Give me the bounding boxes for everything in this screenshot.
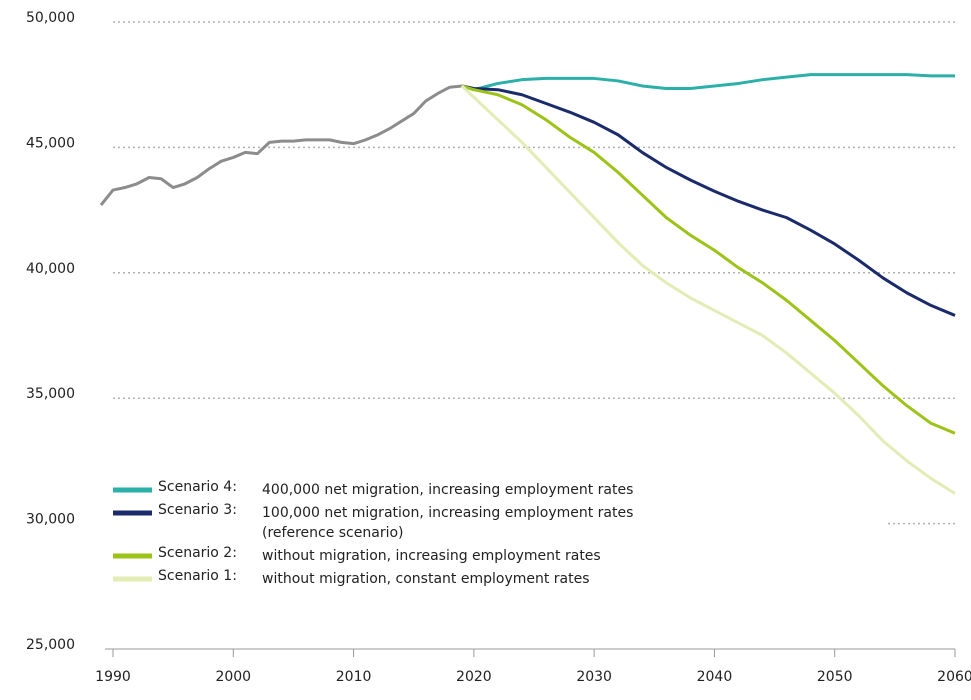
x-tick-label: 2030 <box>576 669 612 685</box>
x-tick-label: 1990 <box>95 669 131 685</box>
x-tick-label: 2020 <box>456 669 492 685</box>
legend-swatch <box>113 553 152 559</box>
series-line <box>461 73 955 92</box>
series-line <box>461 84 956 435</box>
y-tick-label: 40,000 <box>26 261 75 277</box>
x-tick-label: 2040 <box>697 669 733 685</box>
series-line <box>99 84 462 207</box>
legend-description: without migration, constant employment r… <box>262 571 590 587</box>
legend-swatch <box>113 510 152 516</box>
x-tick-label: 2060 <box>937 669 971 685</box>
legend-description: without migration, increasing employment… <box>262 548 601 564</box>
series-line <box>461 84 956 317</box>
legend-description: 400,000 net migration, increasing employ… <box>262 482 633 498</box>
series-line <box>460 84 956 495</box>
x-tick-label: 2010 <box>336 669 372 685</box>
y-tick-label: 30,000 <box>26 512 75 528</box>
x-tick-label: 2050 <box>817 669 853 685</box>
legend-swatch <box>113 576 152 582</box>
legend-description: 100,000 net migration, increasing employ… <box>262 505 633 521</box>
legend-label: Scenario 1: <box>158 568 237 584</box>
legend-label: Scenario 3: <box>158 502 237 518</box>
y-tick-label: 25,000 <box>26 637 75 653</box>
y-tick-label: 35,000 <box>26 386 75 402</box>
y-tick-label: 50,000 <box>26 10 75 26</box>
legend-description: (reference scenario) <box>262 525 404 541</box>
legend-swatch <box>113 487 152 493</box>
x-tick-label: 2000 <box>215 669 251 685</box>
legend-background <box>105 478 888 592</box>
legend-label: Scenario 4: <box>158 479 237 495</box>
legend-label: Scenario 2: <box>158 545 237 561</box>
y-tick-label: 45,000 <box>26 135 75 151</box>
